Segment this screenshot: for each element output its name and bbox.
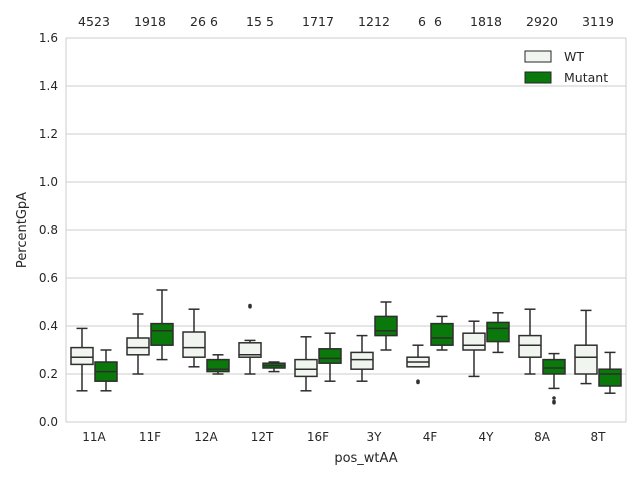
gridlines [65,37,627,423]
count-label: 12 [358,14,374,29]
box-wt-4Y [462,320,486,378]
boxes [70,289,622,405]
y-axis-ticks: 0.0 0.2 0.4 0.6 0.8 1.0 1.2 1.4 1.6 [39,31,58,429]
y-tick-label: 0.0 [39,415,58,429]
box-wt-4F [406,344,430,385]
count-label: 31 [582,14,598,29]
y-tick-label: 0.6 [39,271,58,285]
y-tick-label: 0.4 [39,319,58,333]
legend-swatch-wt [524,50,552,63]
box-wt-11F [126,313,150,375]
box-iqr [238,342,262,358]
box-wt-16F [294,336,318,392]
x-tick-label: 4F [423,430,438,444]
box-wt-8T [574,309,598,385]
x-tick-label: 8T [591,430,607,444]
x-tick-label: 11F [139,430,161,444]
count-label: 29 [526,14,542,29]
count-label: 45 [78,14,94,29]
count-label: 12 [374,14,390,29]
box-mutant-12T [262,361,286,373]
count-label: 6 [210,14,218,29]
x-tick-label: 8A [534,430,551,444]
box-mutant-8T [598,351,622,394]
box-iqr [350,351,374,370]
count-label: 26 [190,14,206,29]
box-wt-12A [182,308,206,368]
box-wt-12T [238,303,262,375]
count-label: 20 [542,14,558,29]
count-labels: 45 23 19 18 26 6 15 5 17 17 12 12 6 6 18 18 29 20 31 19 [78,14,614,29]
count-label: 18 [150,14,166,29]
box-wt-8A [518,308,542,375]
y-axis-label: PercentGpA [15,192,30,268]
x-tick-label: 3Y [367,430,383,444]
x-tick-label: 11A [82,430,106,444]
y-tick-label: 1.4 [39,79,58,93]
count-label: 17 [318,14,334,29]
box-mutant-3Y [374,301,398,351]
outlier-point [552,399,556,404]
count-label: 6 [434,14,442,29]
count-label: 18 [470,14,486,29]
box-iqr [574,344,598,375]
box-iqr [294,358,318,378]
y-tick-label: 0.2 [39,367,58,381]
count-label: 19 [134,14,150,29]
box-mutant-12A [206,354,230,375]
legend-label-mutant: Mutant [564,70,608,85]
count-label: 5 [266,14,274,29]
legend: WT Mutant [524,49,608,85]
y-tick-label: 1.2 [39,127,58,141]
box-iqr [486,321,510,343]
count-label: 17 [302,14,318,29]
box-iqr [430,322,454,346]
outlier-point [416,379,420,384]
legend-swatch-mutant [524,71,552,84]
outlier-point [248,303,252,308]
box-wt-3Y [350,334,374,382]
count-label: 6 [418,14,426,29]
y-tick-label: 0.8 [39,223,58,237]
box-mutant-8A [542,352,566,405]
box-mutant-11A [94,349,118,392]
box-iqr [150,322,174,346]
x-tick-label: 12A [194,430,218,444]
box-iqr [598,368,622,387]
count-label: 18 [486,14,502,29]
box-iqr [182,331,206,358]
box-iqr [462,332,486,351]
box-iqr [542,358,566,375]
box-iqr [70,346,94,366]
box-iqr [374,315,398,337]
y-tick-label: 1.0 [39,175,58,189]
count-label: 19 [598,14,614,29]
box-iqr [518,334,542,358]
legend-label-wt: WT [564,49,584,64]
box-mutant-16F [318,332,342,382]
box-mutant-11F [150,289,174,361]
count-label: 23 [94,14,110,29]
x-tick-label: 12T [251,430,274,444]
outlier-point [552,396,556,400]
x-axis-label: pos_wtAA [334,451,397,466]
box-iqr [318,348,342,364]
count-label: 15 [246,14,262,29]
box-mutant-4F [430,315,454,351]
x-tick-label: 4Y [479,430,495,444]
y-tick-label: 1.6 [39,31,58,45]
x-tick-label: 16F [307,430,329,444]
box-iqr [126,337,150,356]
box-wt-11A [70,327,94,392]
box-mutant-4Y [486,312,510,354]
x-axis-ticks: 11A 11F 12A 12T 16F 3Y 4F 4Y 8A 8T [82,430,606,444]
